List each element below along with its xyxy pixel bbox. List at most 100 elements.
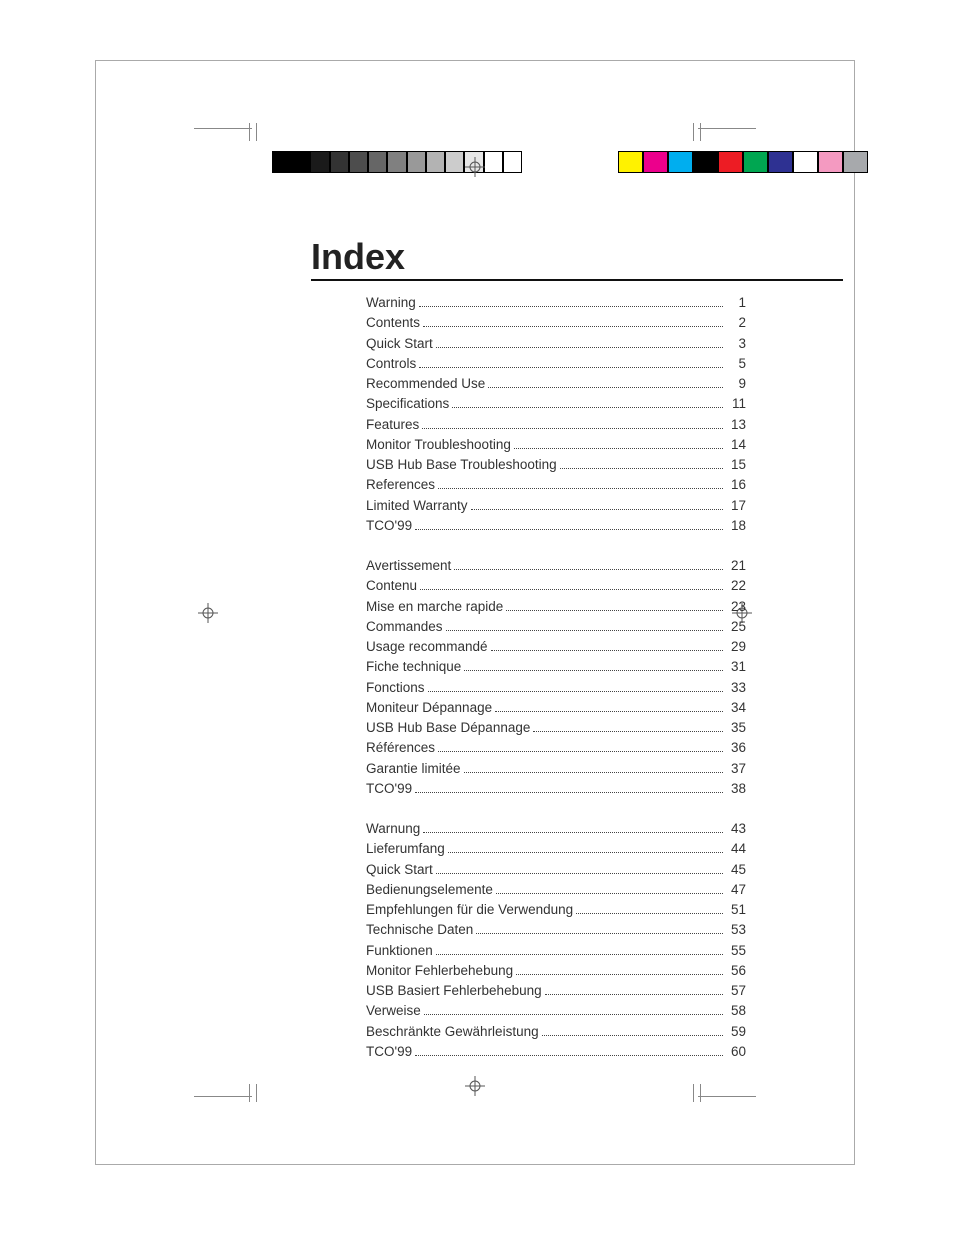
toc-entry-page: 18: [726, 516, 746, 536]
color-calibration-bar: [618, 151, 868, 173]
grayscale-swatch: [310, 151, 329, 173]
toc-entry-label: Bedienungselemente: [366, 880, 493, 900]
grayscale-swatch: [426, 151, 445, 173]
toc-entry: Monitor Fehlerbehebung56: [366, 961, 746, 981]
toc-entry: Technische Daten53: [366, 920, 746, 940]
table-of-contents: Warning1Contents2Quick Start3Controls5Re…: [366, 293, 746, 1082]
dot-leader: [464, 759, 723, 772]
toc-entry-page: 58: [726, 1001, 746, 1021]
grayscale-swatch: [368, 151, 387, 173]
toc-entry-label: Moniteur Dépannage: [366, 698, 492, 718]
color-swatch: [818, 151, 843, 173]
registration-mark-icon: [465, 157, 485, 177]
dot-leader: [545, 982, 723, 995]
toc-entry-page: 37: [726, 759, 746, 779]
toc-entry-label: Références: [366, 738, 435, 758]
toc-entry-label: Features: [366, 415, 419, 435]
toc-entry: Moniteur Dépannage 34: [366, 698, 746, 718]
dot-leader: [476, 921, 723, 934]
toc-entry: References16: [366, 475, 746, 495]
toc-entry-label: Monitor Troubleshooting: [366, 435, 511, 455]
toc-entry: Specifications11: [366, 394, 746, 414]
crop-mark: [194, 128, 252, 129]
toc-entry-label: Beschränkte Gewährleistung: [366, 1022, 539, 1042]
crop-mark: [194, 1096, 252, 1097]
toc-entry: USB Hub Base Troubleshooting15: [366, 455, 746, 475]
dot-leader: [419, 355, 723, 368]
color-swatch: [643, 151, 668, 173]
toc-entry: Usage recommandé29: [366, 637, 746, 657]
toc-entry-label: Funktionen: [366, 941, 433, 961]
color-swatch: [768, 151, 793, 173]
toc-entry-page: 38: [726, 779, 746, 799]
toc-entry: TCO'99 38: [366, 779, 746, 799]
toc-entry-page: 47: [726, 880, 746, 900]
toc-entry-page: 21: [726, 556, 746, 576]
dot-leader: [542, 1022, 723, 1035]
toc-entry: Bedienungselemente 47: [366, 880, 746, 900]
toc-entry-label: TCO'99: [366, 779, 412, 799]
toc-entry-page: 17: [726, 496, 746, 516]
crop-mark: [698, 128, 756, 129]
dot-leader: [415, 517, 723, 530]
toc-entry-label: Quick Start: [366, 860, 433, 880]
toc-entry-page: 29: [726, 637, 746, 657]
dot-leader: [438, 476, 723, 489]
toc-entry-page: 25: [726, 617, 746, 637]
toc-entry: Warnung 43: [366, 819, 746, 839]
dot-leader: [422, 415, 723, 428]
toc-entry-label: Technische Daten: [366, 920, 473, 940]
toc-entry: Références36: [366, 738, 746, 758]
toc-entry: Contenu22: [366, 576, 746, 596]
toc-entry-label: USB Hub Base Troubleshooting: [366, 455, 557, 475]
toc-entry-label: Fonctions: [366, 678, 425, 698]
dot-leader: [516, 962, 723, 975]
grayscale-swatch: [349, 151, 368, 173]
toc-entry-page: 11: [726, 394, 746, 414]
toc-entry-page: 34: [726, 698, 746, 718]
toc-entry-page: 23: [726, 597, 746, 617]
dot-leader: [424, 1002, 723, 1015]
color-swatch: [843, 151, 868, 173]
toc-entry: Controls5: [366, 354, 746, 374]
toc-entry: USB Basiert Fehlerbehebung57: [366, 981, 746, 1001]
toc-entry-label: Garantie limitée: [366, 759, 461, 779]
toc-entry-page: 1: [726, 293, 746, 313]
dot-leader: [428, 678, 723, 691]
crop-mark: [693, 1084, 694, 1102]
toc-entry-page: 22: [726, 576, 746, 596]
dot-leader: [436, 941, 723, 954]
toc-entry-page: 51: [726, 900, 746, 920]
toc-entry-page: 43: [726, 819, 746, 839]
dot-leader: [423, 820, 723, 833]
toc-entry: Fonctions33: [366, 678, 746, 698]
color-swatch: [718, 151, 743, 173]
toc-entry: Funktionen55: [366, 941, 746, 961]
dot-leader: [446, 618, 723, 631]
dot-leader: [560, 456, 723, 469]
toc-entry-label: USB Basiert Fehlerbehebung: [366, 981, 542, 1001]
toc-entry: Garantie limitée 37: [366, 759, 746, 779]
dot-leader: [506, 597, 723, 610]
dot-leader: [488, 375, 723, 388]
toc-entry: Lieferumfang44: [366, 839, 746, 859]
grayscale-swatch: [445, 151, 464, 173]
toc-entry: Limited Warranty17: [366, 496, 746, 516]
dot-leader: [438, 739, 723, 752]
toc-entry-page: 5: [726, 354, 746, 374]
toc-entry-page: 31: [726, 657, 746, 677]
dot-leader: [448, 840, 723, 853]
toc-entry-page: 44: [726, 839, 746, 859]
dot-leader: [419, 294, 723, 307]
crop-mark: [256, 123, 257, 141]
dot-leader: [423, 314, 723, 327]
toc-entry-label: Empfehlungen für die Verwendung: [366, 900, 573, 920]
dot-leader: [471, 496, 723, 509]
toc-entry: Quick Start 45: [366, 860, 746, 880]
toc-entry-page: 3: [726, 334, 746, 354]
page-frame: Index Warning1Contents2Quick Start3Contr…: [95, 60, 855, 1165]
toc-entry-label: Warnung: [366, 819, 420, 839]
toc-entry-page: 45: [726, 860, 746, 880]
crop-mark: [693, 123, 694, 141]
grayscale-swatch: [387, 151, 406, 173]
